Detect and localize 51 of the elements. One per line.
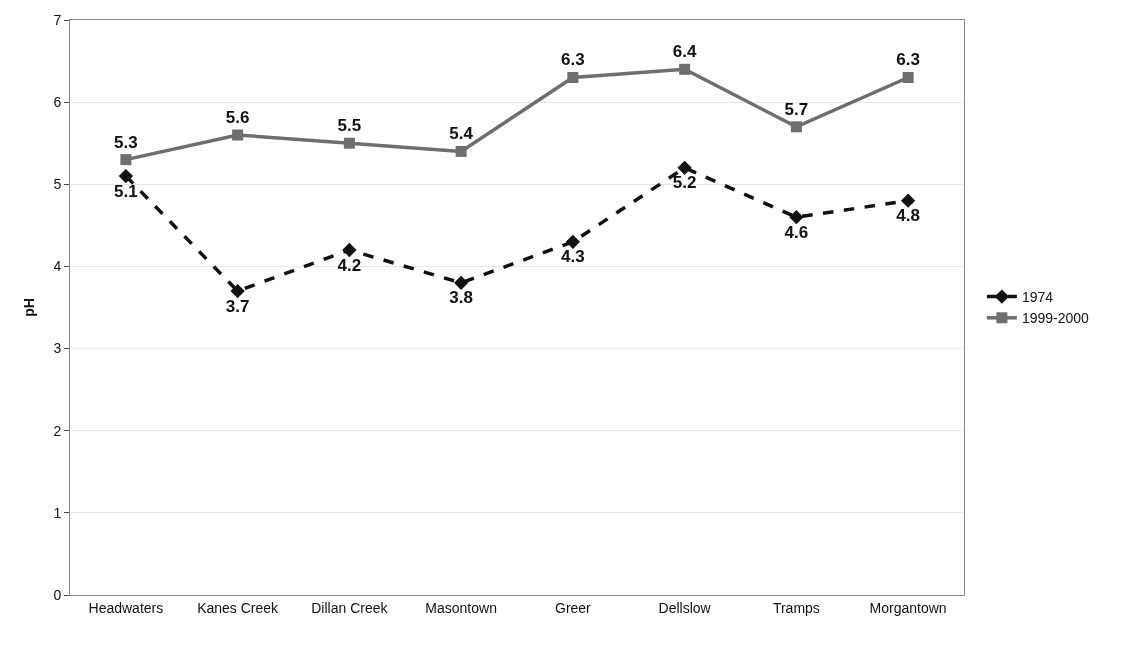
x-tick-label: Kanes Creek xyxy=(197,599,280,616)
y-tick-label: 2 xyxy=(53,422,62,439)
point xyxy=(118,168,134,184)
point xyxy=(789,209,804,225)
x-tick-label: Dellslow xyxy=(658,599,712,616)
point xyxy=(790,121,802,133)
y-tick-label: 6 xyxy=(53,94,62,111)
x-tick-label: Tramps xyxy=(772,599,820,616)
data-label: 6.3 xyxy=(896,50,920,70)
data-label: 3.7 xyxy=(225,296,250,316)
legend-label: 1974 xyxy=(1021,289,1054,306)
point xyxy=(902,72,914,83)
legend-label: 1999-2000 xyxy=(1021,310,1090,327)
data-label: 5.1 xyxy=(114,181,138,201)
y-tick-label: 0 xyxy=(53,586,62,603)
point xyxy=(232,129,244,141)
point xyxy=(677,160,692,176)
data-label: 5.7 xyxy=(784,99,809,119)
point xyxy=(342,242,357,258)
x-tick-label: Masontown xyxy=(425,599,497,616)
point xyxy=(565,234,581,249)
point xyxy=(453,275,469,291)
data-label: 4.6 xyxy=(784,222,809,242)
point xyxy=(455,145,467,157)
point xyxy=(567,72,579,83)
x-tick-label: Headwaters xyxy=(88,599,164,616)
data-label: 4.2 xyxy=(337,255,362,275)
y-tick-label: 4 xyxy=(53,258,62,275)
data-label: 4.3 xyxy=(561,247,585,267)
point xyxy=(120,154,132,166)
y-tick-label: 7 xyxy=(53,11,62,28)
data-label: 4.8 xyxy=(896,206,920,226)
data-label: 5.3 xyxy=(114,132,138,152)
point xyxy=(679,63,691,75)
data-label: 6.3 xyxy=(561,50,585,70)
data-label: 5.6 xyxy=(225,107,250,127)
data-label: 6.4 xyxy=(672,42,697,62)
data-label: 3.8 xyxy=(449,288,473,308)
data-label: 5.4 xyxy=(449,124,474,144)
y-axis-title: pH xyxy=(21,298,37,317)
data-label: 5.5 xyxy=(337,116,362,136)
y-tick-label: 3 xyxy=(53,340,62,357)
data-label: 5.2 xyxy=(672,173,697,193)
point xyxy=(343,137,355,149)
y-tick-label: 1 xyxy=(53,504,62,521)
point xyxy=(230,283,245,299)
point xyxy=(900,193,916,208)
y-tick-label: 5 xyxy=(53,176,62,193)
x-tick-label: Morgantown xyxy=(869,599,947,616)
x-tick-label: Greer xyxy=(554,599,592,616)
x-tick-label: Dillan Creek xyxy=(311,599,389,616)
